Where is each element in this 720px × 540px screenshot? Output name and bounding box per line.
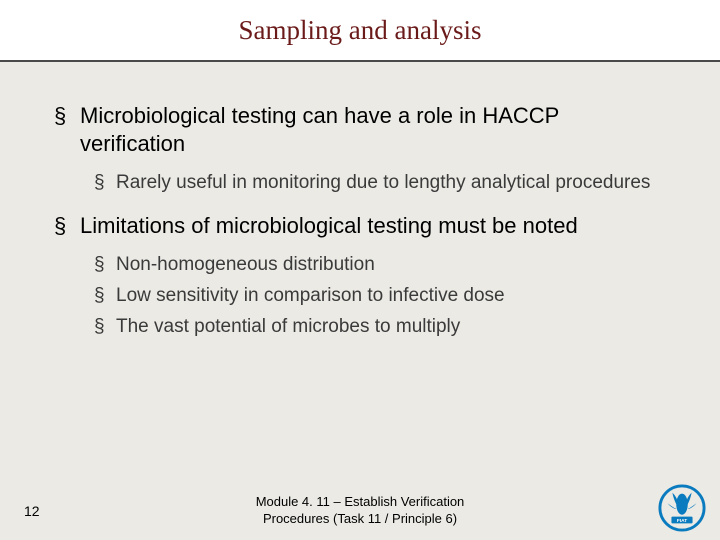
bullet-l2-item: Rarely useful in monitoring due to lengt…	[92, 171, 670, 196]
title-bar: Sampling and analysis	[0, 0, 720, 62]
svg-text:FIAT: FIAT	[677, 518, 687, 524]
slide-footer: 12 Module 4. 11 – Establish Verification…	[0, 482, 720, 540]
slide-content: Microbiological testing can have a role …	[0, 62, 720, 339]
fao-logo-icon: FIAT	[658, 484, 706, 532]
bullet-l2-group: Non-homogeneous distribution Low sensiti…	[50, 253, 670, 339]
footer-line2: Procedures (Task 11 / Principle 6)	[263, 511, 457, 526]
bullet-l1: Microbiological testing can have a role …	[50, 102, 670, 157]
bullet-l2-group: Rarely useful in monitoring due to lengt…	[50, 171, 670, 196]
bullet-l1-item: Limitations of microbiological testing m…	[50, 212, 670, 240]
slide-title: Sampling and analysis	[239, 15, 482, 46]
bullet-l2-item: Low sensitivity in comparison to infecti…	[92, 284, 670, 309]
bullet-l1-item: Microbiological testing can have a role …	[50, 102, 670, 157]
page-number: 12	[24, 503, 40, 519]
bullet-l1: Limitations of microbiological testing m…	[50, 212, 670, 240]
bullet-l2-item: The vast potential of microbes to multip…	[92, 315, 670, 340]
bullet-l2-item: Non-homogeneous distribution	[92, 253, 670, 278]
footer-text: Module 4. 11 – Establish Verification Pr…	[0, 494, 720, 528]
footer-line1: Module 4. 11 – Establish Verification	[256, 494, 465, 509]
